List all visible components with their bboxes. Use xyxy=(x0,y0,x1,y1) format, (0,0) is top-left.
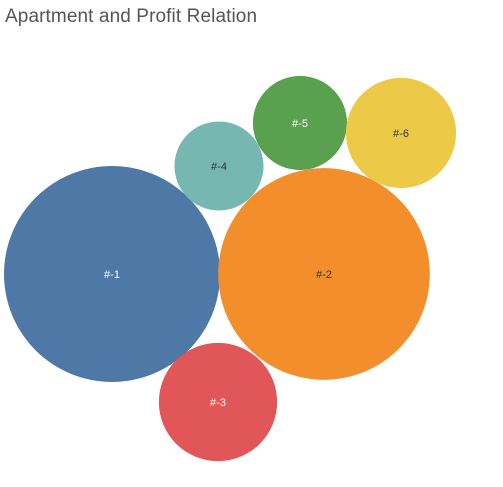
bubble-3[interactable] xyxy=(158,342,278,462)
bubble-label-6: #-6 xyxy=(393,128,409,140)
chart-title: Apartment and Profit Relation xyxy=(5,6,258,27)
bubble-label-4: #-4 xyxy=(211,161,227,173)
bubble-5[interactable] xyxy=(252,75,348,171)
bubble-6[interactable] xyxy=(345,77,457,189)
bubble-2[interactable] xyxy=(218,168,430,380)
bubble-label-3: #-3 xyxy=(210,397,226,409)
bubble-label-5: #-5 xyxy=(292,118,308,130)
bubble-1[interactable] xyxy=(4,166,220,382)
bubble-label-1: #-1 xyxy=(104,269,120,281)
bubble-4[interactable] xyxy=(174,121,264,211)
bubble-label-2: #-2 xyxy=(316,269,332,281)
